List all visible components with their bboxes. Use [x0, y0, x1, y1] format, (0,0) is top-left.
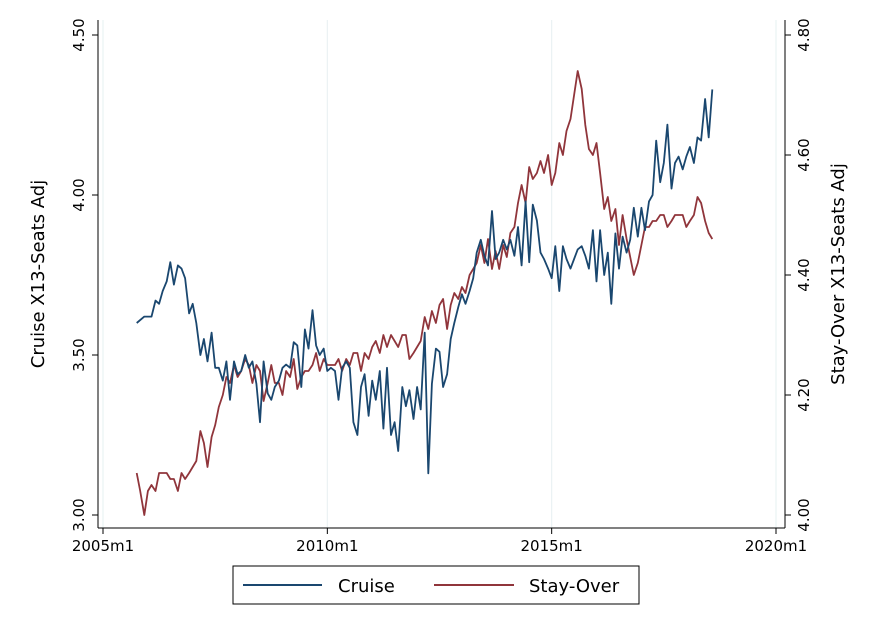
right-y-tick-label: 4.60: [795, 138, 813, 171]
right-y-tick-label: 4.40: [795, 258, 813, 291]
legend-label-cruise: Cruise: [338, 576, 395, 597]
x-ticks: 2005m1 2010m1 2015m1 2020m1: [72, 528, 807, 555]
legend: Cruise Stay-Over: [232, 565, 640, 605]
series-line-cruise: [136, 89, 714, 475]
series-lines: [135, 70, 714, 516]
right-y-tick-label: 4.80: [795, 18, 813, 51]
left-y-tick-label: 3.00: [70, 498, 88, 531]
left-y-axis-title: Cruise X13-Seats Adj: [28, 180, 49, 368]
right-y-tick-label: 4.20: [795, 378, 813, 411]
legend-label-stay-over: Stay-Over: [529, 576, 620, 597]
left-y-ticks: 3.00 3.50 4.00 4.50: [70, 18, 98, 532]
x-tick-label: 2005m1: [72, 537, 134, 555]
x-tick-label: 2015m1: [520, 537, 582, 555]
left-y-tick-label: 4.00: [70, 178, 88, 211]
x-tick-label: 2020m1: [745, 537, 807, 555]
x-tick-label: 2010m1: [296, 537, 358, 555]
left-y-tick-label: 4.50: [70, 18, 88, 51]
right-y-axis-title: Stay-Over X13-Seats Adj: [828, 163, 849, 385]
right-y-tick-label: 4.00: [795, 498, 813, 531]
left-y-tick-label: 3.50: [70, 338, 88, 371]
right-y-ticks: 4.00 4.20 4.40 4.60 4.80: [785, 18, 813, 532]
